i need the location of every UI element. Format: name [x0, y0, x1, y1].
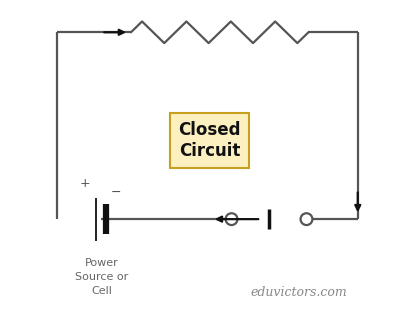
Text: +: +: [79, 177, 90, 190]
Text: Closed
Circuit: Closed Circuit: [179, 121, 241, 160]
Text: eduvictors.com: eduvictors.com: [250, 286, 347, 299]
Text: Power
Source or
Cell: Power Source or Cell: [75, 258, 128, 296]
Text: −: −: [111, 185, 121, 199]
